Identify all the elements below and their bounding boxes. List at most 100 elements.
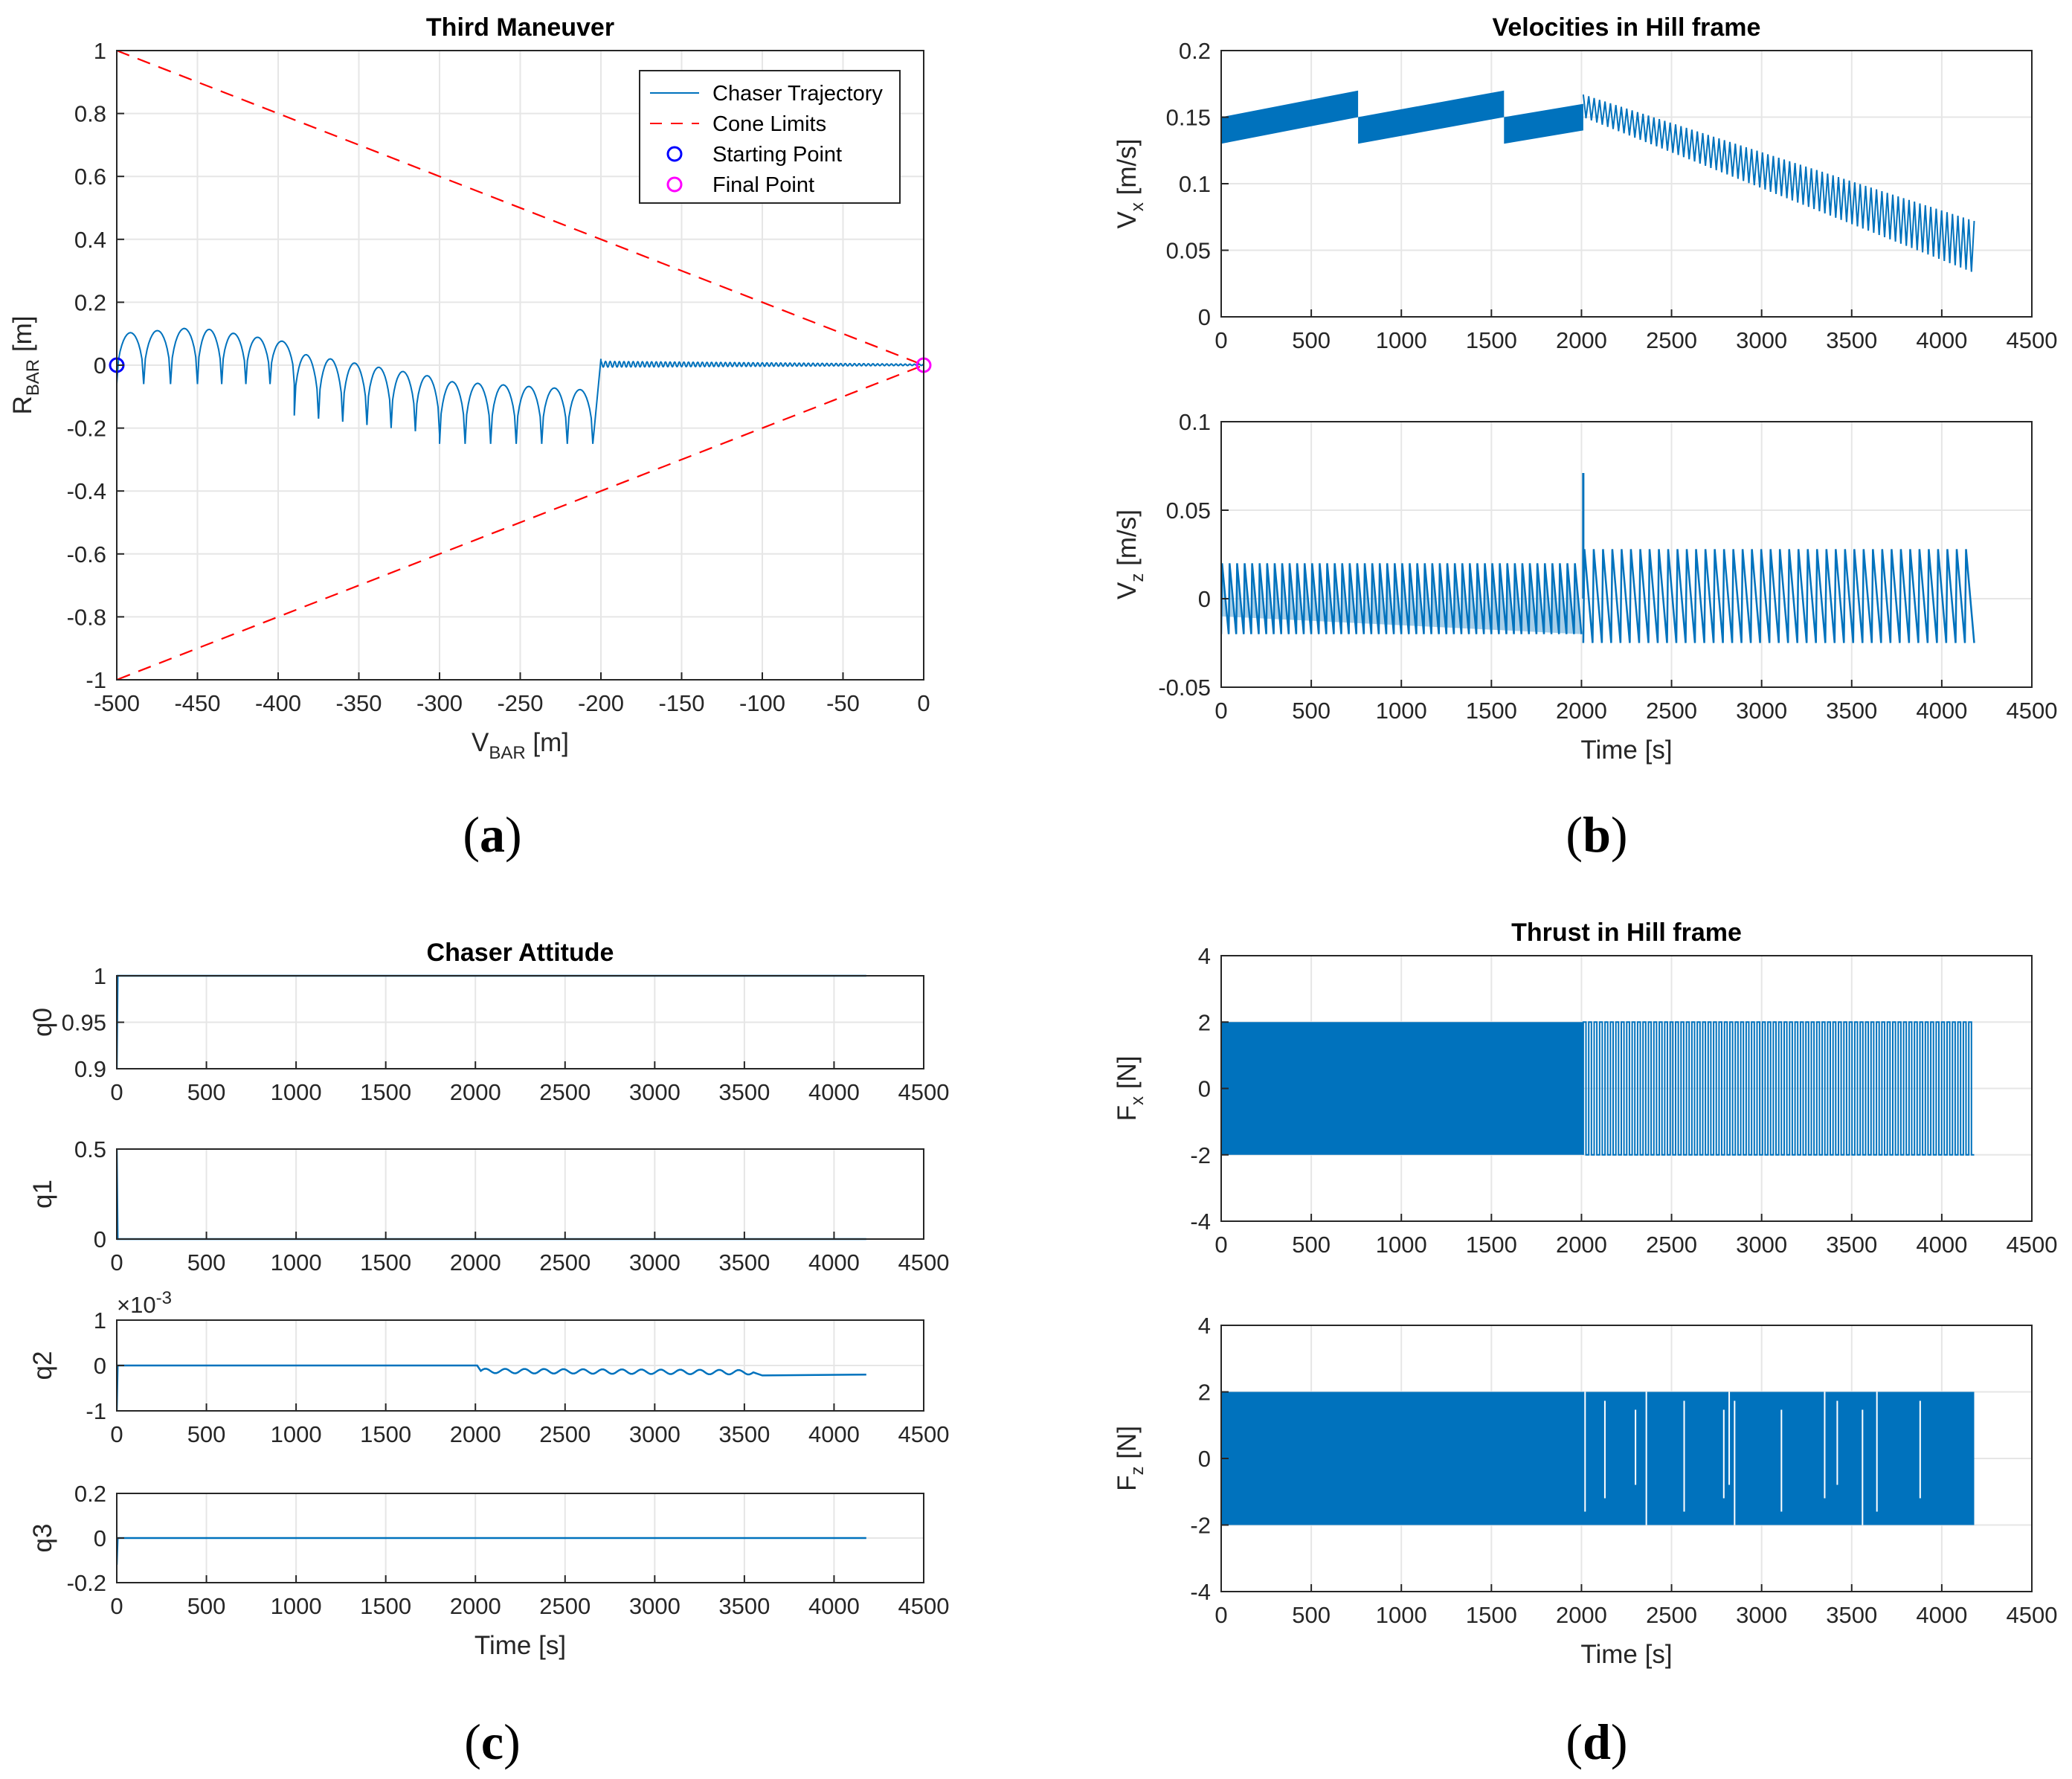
x-label-main: V — [472, 728, 489, 757]
chart-title: Third Maneuver — [426, 13, 614, 42]
plot-area-b2 — [1221, 422, 2032, 687]
y-tick-label: 0 — [1198, 304, 1211, 330]
x-tick-label: 2000 — [1556, 1232, 1607, 1258]
x-tick-label: 3500 — [1826, 698, 1877, 724]
x-tick-label: 1000 — [271, 1079, 322, 1105]
x-tick-label: 1000 — [1376, 698, 1427, 724]
legend-label: Final Point — [712, 173, 814, 197]
x-tick-label: 3500 — [718, 1421, 770, 1447]
y-tick-label: 0 — [94, 1525, 106, 1551]
x-tick-label: 1500 — [360, 1421, 411, 1447]
legend-label: Starting Point — [712, 143, 842, 167]
x-tick-label: -500 — [94, 690, 140, 716]
fz-solid-band — [1221, 1392, 1975, 1525]
x-tick-label: 3500 — [718, 1249, 770, 1275]
frame-c3: 0 500 1000 1500 2000 2500 3000 3500 4000 4500-101… — [28, 1288, 949, 1447]
x-tick-label: 3000 — [629, 1079, 681, 1105]
vx-line — [1582, 94, 1975, 272]
y-axis-label: Vx [m/s] — [1113, 139, 1148, 229]
x-tick-label: 4000 — [1916, 327, 1967, 353]
y-label-sub: BAR — [23, 359, 43, 396]
y-tick-label: -2 — [1190, 1513, 1211, 1539]
y-axis-label: RBAR [m] — [8, 316, 43, 415]
fx-solid-band — [1221, 1022, 1583, 1155]
x-tick-label: 3500 — [718, 1079, 770, 1105]
x-axis-label: VBAR [m] — [472, 728, 569, 763]
y-tick-label: 1 — [94, 963, 106, 989]
x-tick-label: 2500 — [539, 1421, 591, 1447]
y-label-main: q0 — [28, 1008, 57, 1037]
y-tick-label: -0.8 — [67, 604, 106, 630]
x-tick-label: 4500 — [898, 1421, 950, 1447]
x-label-main: Time [s] — [474, 1631, 566, 1660]
axes-box — [1220, 421, 2033, 688]
x-tick-label: 4000 — [808, 1421, 860, 1447]
axes-c1 — [116, 975, 924, 1069]
x-tick-label: 3500 — [1826, 327, 1877, 353]
x-tick-label: 0 — [1214, 698, 1227, 724]
y-tick-label: 2 — [1198, 1009, 1211, 1035]
x-tick-label: 4500 — [898, 1593, 950, 1619]
legend-label: Chaser Trajectory — [712, 82, 883, 106]
x-label-sub: BAR — [489, 743, 525, 763]
x-tick-label: 3000 — [1736, 1602, 1787, 1628]
axes-c2 — [116, 1148, 924, 1240]
y-label-unit: [m] — [8, 316, 37, 359]
x-tick-label: 0 — [1214, 1602, 1227, 1628]
y-tick-label: -0.6 — [67, 541, 106, 567]
y-label-unit: [m/s] — [1113, 509, 1142, 573]
x-tick-label: 1500 — [1466, 327, 1517, 353]
x-label-main: Time [s] — [1580, 1640, 1672, 1669]
x-tick-label: 2000 — [1556, 327, 1607, 353]
x-tick-label: 4500 — [898, 1249, 950, 1275]
y-tick-label: 4 — [1198, 943, 1211, 969]
x-tick-label: 0 — [110, 1079, 123, 1105]
y-tick-label: -1 — [86, 1398, 106, 1424]
y-tick-label: 0.4 — [74, 227, 106, 253]
x-tick-label: 2000 — [1556, 698, 1607, 724]
x-tick-label: 0 — [917, 690, 930, 716]
x-tick-label: 3000 — [1736, 1232, 1787, 1258]
x-tick-label: 2500 — [539, 1079, 591, 1105]
x-tick-label: 4000 — [808, 1079, 860, 1105]
x-tick-label: 0 — [110, 1249, 123, 1275]
y-tick-label: 1 — [94, 38, 106, 64]
series-group-c3 — [117, 1364, 866, 1412]
y-label-unit: [N] — [1113, 1056, 1142, 1096]
x-tick-label: 4500 — [2007, 698, 2058, 724]
x-tick-label: 500 — [187, 1593, 226, 1619]
x-tick-label: 500 — [187, 1421, 226, 1447]
x-tick-label: 1000 — [1376, 1232, 1427, 1258]
x-tick-label: 4000 — [1916, 1232, 1967, 1258]
y-tick-label: 4 — [1198, 1313, 1211, 1339]
caption-b: (b) — [1566, 806, 1627, 863]
frame-b1: 0 500 1000 1500 2000 2500 3000 3500 4000 4500 0 0.0… — [1113, 13, 2057, 353]
y-label-unit: [N] — [1113, 1426, 1142, 1466]
x-axis-label: Time [s] — [1580, 736, 1672, 765]
x-tick-label: 0 — [1214, 327, 1227, 353]
y-tick-label: 0.1 — [1179, 171, 1211, 197]
y-axis-label: Fz [N] — [1113, 1426, 1148, 1491]
x-tick-label: 2000 — [450, 1249, 501, 1275]
y-label-unit: [m/s] — [1113, 139, 1142, 203]
y-label-main: F — [1113, 1476, 1142, 1491]
y-tick-label: 0.1 — [1179, 409, 1211, 435]
legend: Chaser Trajectory Cone Limits Starting Poi… — [639, 70, 901, 204]
x-tick-label: 4500 — [2007, 1602, 2058, 1628]
x-tick-label: 1000 — [1376, 327, 1427, 353]
frame-a: -500 -450 -400 -350 -300 -250 -200 -150 -100 -50 0… — [8, 13, 930, 763]
y-tick-label: 0.8 — [74, 101, 106, 127]
y-tick-label: 0.5 — [74, 1136, 106, 1162]
y-label-sub: x — [1127, 1096, 1148, 1105]
legend-label: Cone Limits — [712, 112, 826, 136]
frame-c2: 0 500 1000 1500 2000 2500 3000 3500 4000 4500 0 0.5… — [28, 1136, 949, 1275]
chart-title: Velocities in Hill frame — [1493, 13, 1761, 42]
y-axis-label: q2 — [28, 1351, 57, 1380]
x-tick-label: 3000 — [629, 1249, 681, 1275]
x-tick-label: 500 — [1292, 1602, 1331, 1628]
series-group-d1 — [1221, 1021, 1975, 1156]
y-label-sub: z — [1127, 573, 1148, 582]
chart-title: Thrust in Hill frame — [1511, 919, 1742, 947]
x-tick-label: 1500 — [360, 1249, 411, 1275]
